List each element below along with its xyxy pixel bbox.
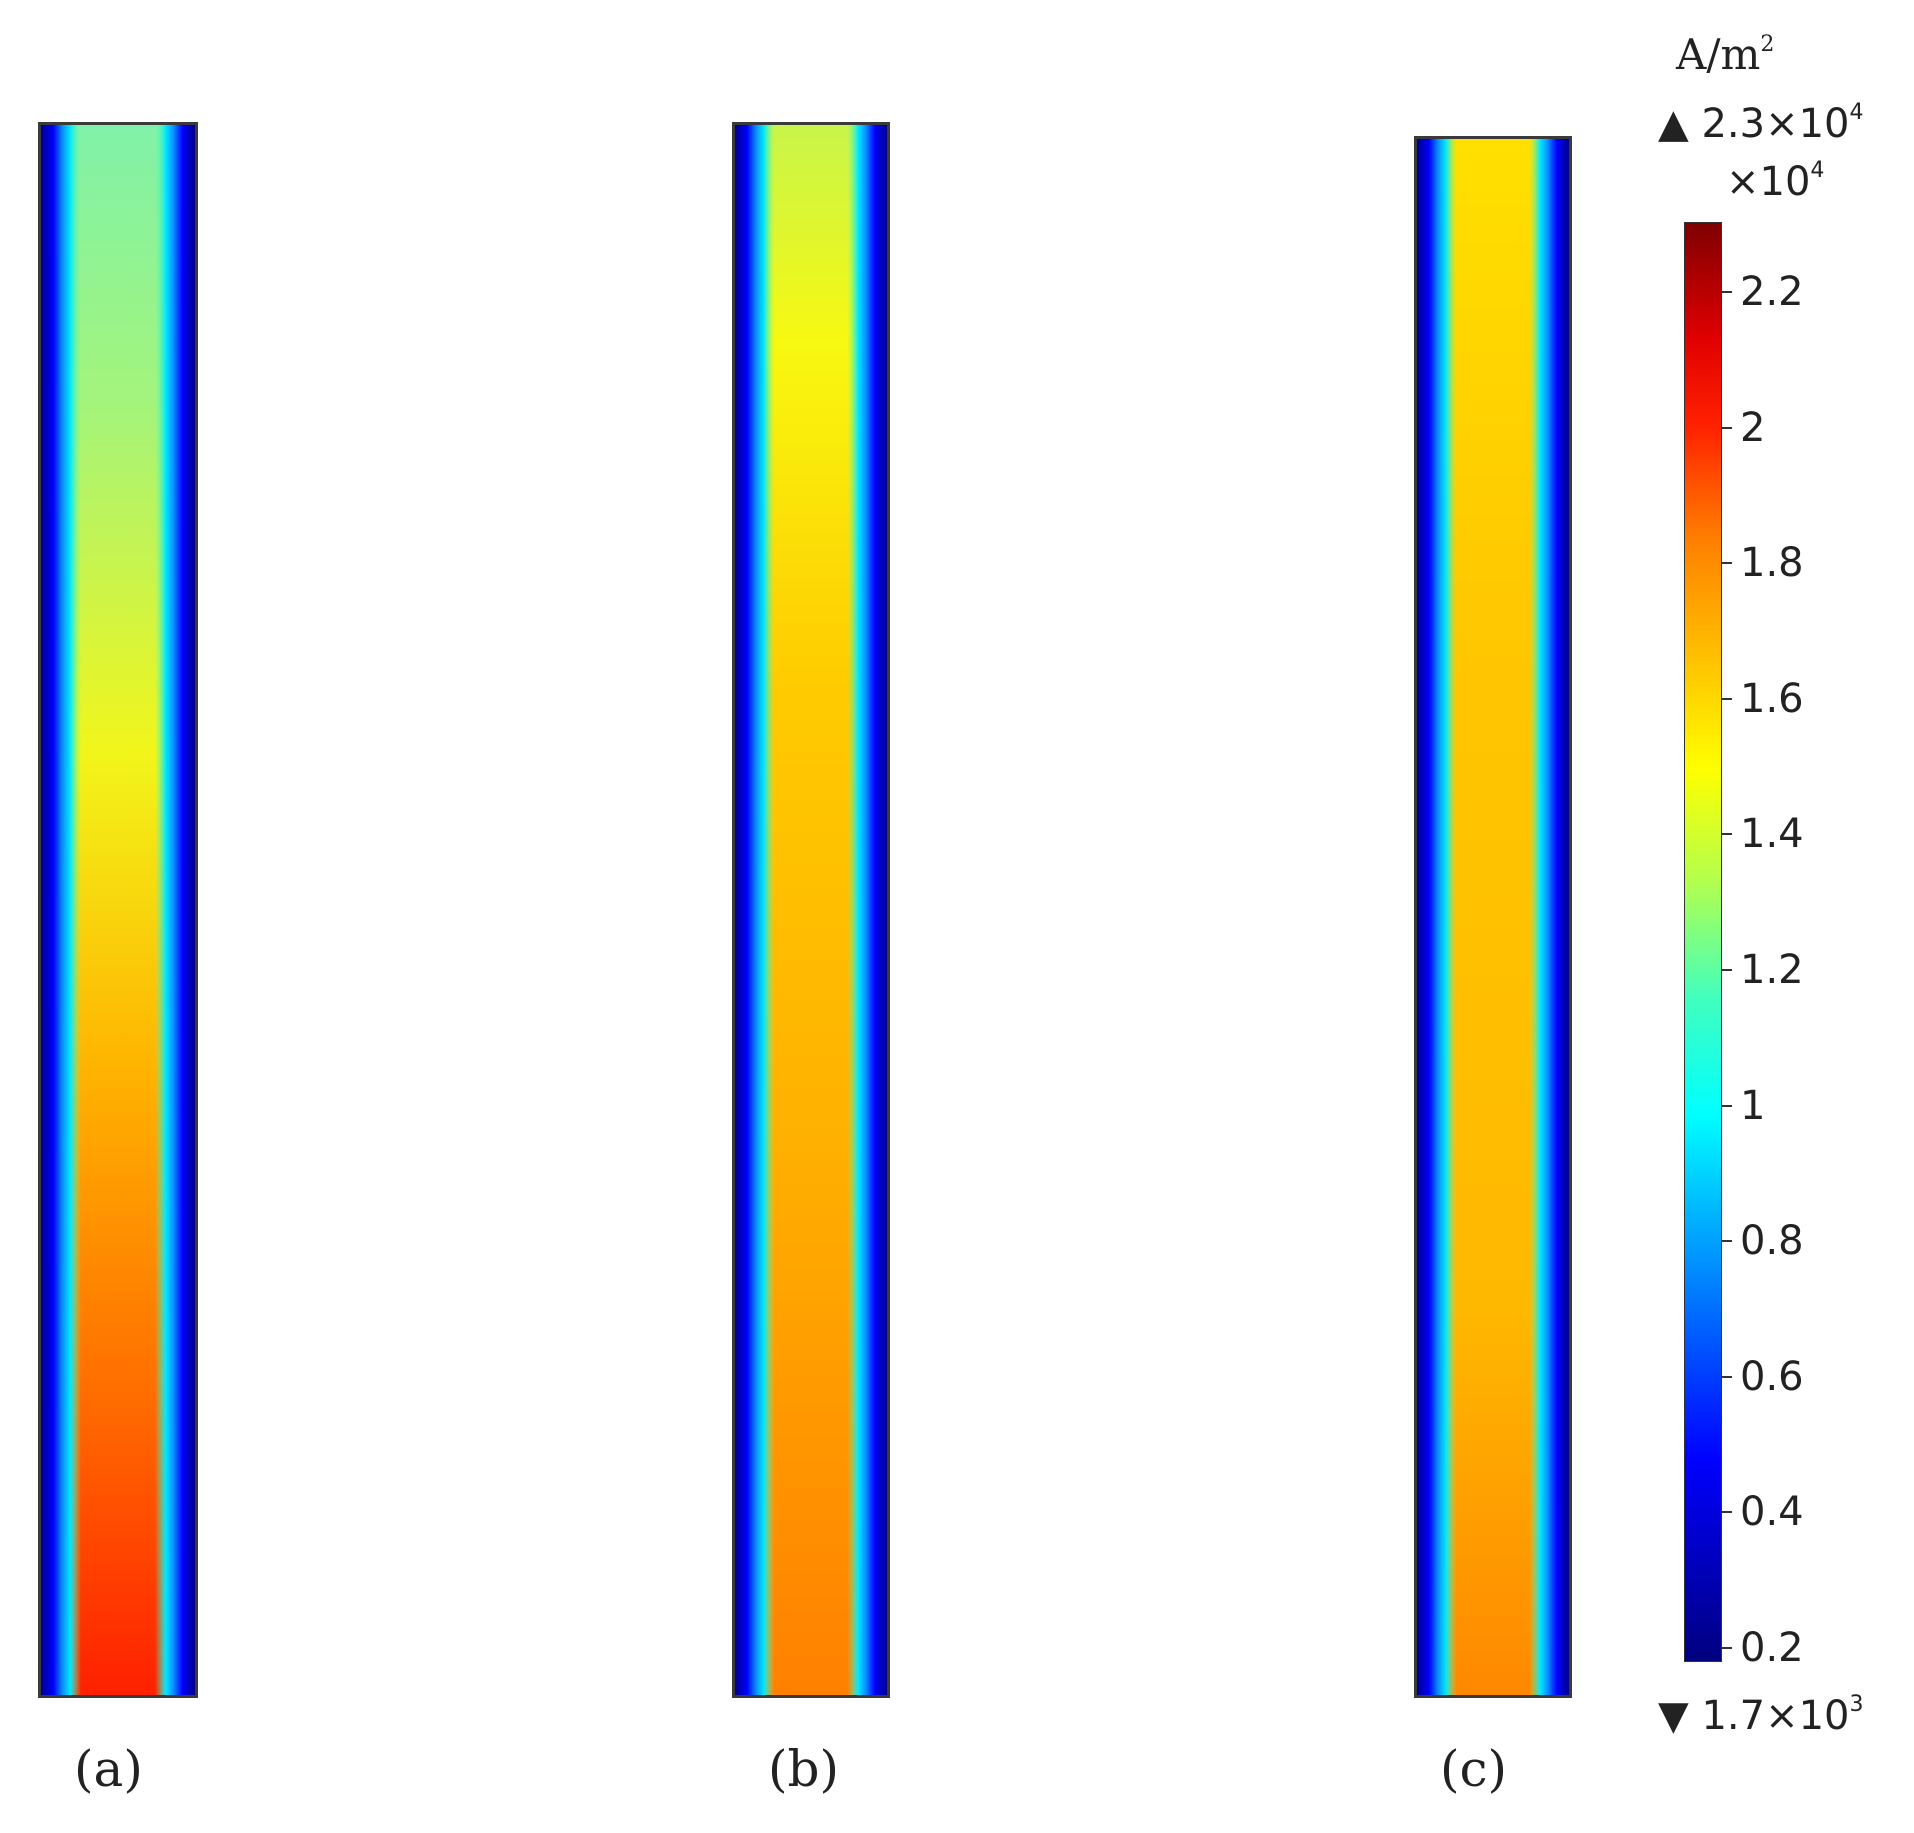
colorbar-tick-label: 0.4 [1740, 1489, 1804, 1536]
colorbar-max-exponent: 4 [1849, 100, 1864, 125]
colorbar-unit-text: A/m [1676, 30, 1761, 79]
colorbar-tick-label: 1.6 [1740, 675, 1804, 722]
colorbar-unit: A/m2 [1676, 30, 1774, 79]
colorbar-tick-label: 1.8 [1740, 540, 1804, 587]
colorbar-tick [1722, 1375, 1732, 1378]
colorbar-tick-label: 0.2 [1740, 1625, 1804, 1671]
colorbar-tick-label: 2 [1740, 404, 1766, 451]
colorbar-tick-label: 0.6 [1740, 1353, 1804, 1400]
panel-b-field-image [735, 125, 887, 1695]
colorbar-tick [1722, 426, 1732, 429]
colorbar-tick-label: 1.2 [1740, 947, 1804, 993]
colorbar-max-text: ▲ 2.3×10 [1658, 101, 1850, 147]
colorbar-tick [1722, 1240, 1732, 1243]
panel-b-current-density-plot [732, 122, 890, 1698]
colorbar-min-text: ▼ 1.7×10 [1658, 1693, 1850, 1739]
colorbar-multiplier-text: ×10 [1726, 159, 1811, 205]
colorbar-tick-label: 0.8 [1740, 1218, 1804, 1265]
colorbar-min-label: ▼ 1.7×103 [1658, 1692, 1864, 1739]
caption-b: (b) [768, 1740, 840, 1798]
colorbar-tick-label: 2.2 [1740, 269, 1804, 315]
colorbar-unit-exponent: 2 [1760, 32, 1775, 57]
caption-a: (a) [74, 1740, 143, 1798]
colorbar [1684, 222, 1722, 1662]
caption-c: (c) [1440, 1740, 1508, 1798]
colorbar-tick-label: 1 [1740, 1082, 1766, 1129]
colorbar-multiplier: ×104 [1726, 158, 1824, 205]
colorbar-tick [1722, 291, 1732, 293]
colorbar-multiplier-exponent: 4 [1810, 158, 1825, 183]
colorbar-tick [1722, 1104, 1732, 1107]
colorbar-tick [1722, 969, 1732, 971]
colorbar-tick [1722, 1647, 1732, 1649]
colorbar-tick [1722, 833, 1732, 836]
panel-a-current-density-plot [38, 122, 198, 1698]
colorbar-tick [1722, 697, 1732, 700]
panel-c-field-image [1417, 139, 1569, 1695]
colorbar-max-label: ▲ 2.3×104 [1658, 100, 1864, 147]
colorbar-tick [1722, 562, 1732, 565]
panel-a-field-image [41, 125, 195, 1695]
colorbar-tick-label: 1.4 [1740, 811, 1804, 858]
colorbar-min-exponent: 3 [1849, 1692, 1864, 1717]
panel-c-current-density-plot [1414, 136, 1572, 1698]
colorbar-tick [1722, 1511, 1732, 1514]
